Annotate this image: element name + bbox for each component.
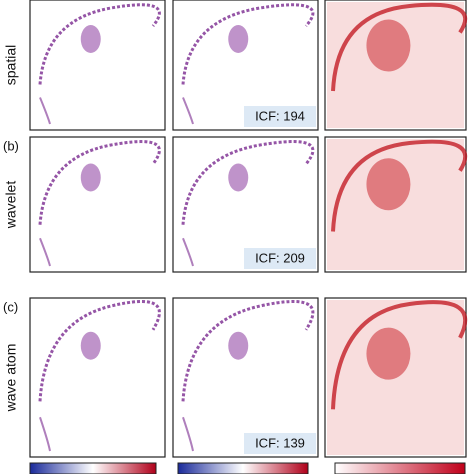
structure: [228, 163, 249, 192]
panel-letter: (c): [3, 299, 18, 314]
icf-box: [244, 248, 316, 269]
row-label: wave atom: [3, 344, 19, 413]
image-panel: [29, 297, 166, 458]
colorbar: [334, 462, 466, 474]
row-label: spatial: [3, 45, 19, 85]
colorbar: [177, 462, 309, 474]
structure: [80, 163, 101, 192]
error-blob: [366, 158, 411, 211]
wavefront: [39, 97, 51, 125]
wavefront: [181, 299, 315, 402]
panel-letter: (b): [3, 138, 19, 153]
wavefront: [182, 237, 194, 267]
structure: [228, 331, 249, 360]
image-panel: [29, 136, 166, 273]
image-panel: [172, 297, 319, 458]
wavefront: [181, 140, 315, 225]
structure: [228, 25, 249, 53]
wavefront: [39, 237, 51, 267]
error-blob: [366, 327, 411, 380]
icf-label: ICF: 209: [255, 250, 305, 265]
error-front: [331, 2, 468, 92]
error-front: [331, 300, 468, 410]
icf-box: [244, 433, 316, 454]
icf-label: ICF: 194: [255, 108, 305, 123]
error-front: [331, 139, 468, 232]
icf-label: ICF: 139: [255, 435, 305, 450]
icf-box: [244, 106, 316, 127]
wavefront: [38, 140, 161, 225]
wavefront: [38, 299, 161, 402]
colorbar: [29, 462, 157, 474]
wavefront: [38, 3, 161, 85]
structure: [80, 25, 101, 53]
panel-grid: spatial ICF: 194 (b) wavelet ICF: 209 (c) wave…: [3, 0, 468, 458]
wavefront: [182, 416, 194, 452]
row-label: wavelet: [3, 181, 19, 230]
error-blob: [366, 19, 411, 72]
image-panel: [29, 0, 166, 131]
structure: [80, 331, 101, 360]
wavefront: [39, 416, 51, 452]
colorbars: [29, 462, 466, 474]
wavefront: [182, 97, 194, 125]
